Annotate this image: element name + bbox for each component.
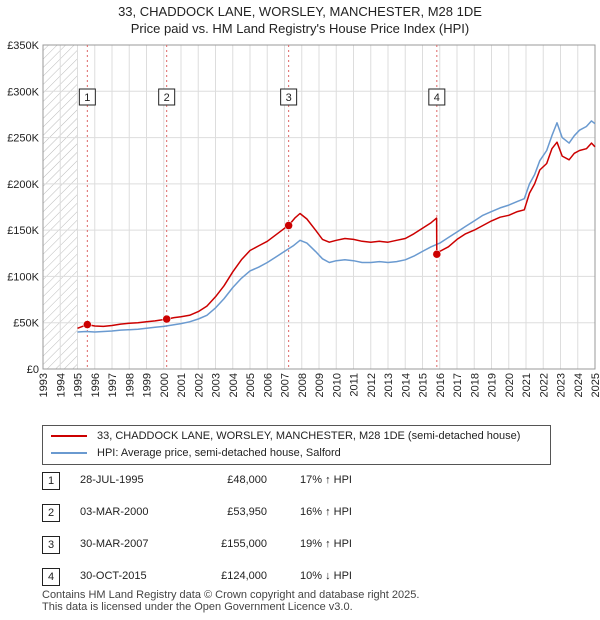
x-tick-label: 1997: [107, 373, 119, 397]
x-tick-label: 1999: [142, 373, 154, 397]
transaction-row: 4 30-OCT-2015 £124,000 10% ↓ HPI: [42, 568, 562, 588]
y-tick-label: £250K: [7, 133, 39, 145]
transaction-price: £124,000: [221, 570, 267, 582]
x-tick-label: 2012: [366, 373, 378, 397]
y-tick-label: £50K: [13, 318, 39, 330]
x-tick-label: 2020: [504, 373, 516, 397]
x-tick-label: 2006: [262, 373, 274, 397]
plot-frame: [42, 44, 596, 370]
footer-licence: This data is licensed under the Open Gov…: [42, 601, 353, 613]
event-box-1: [78, 88, 96, 106]
event-point-4: [432, 249, 442, 259]
event-box-3: [280, 88, 298, 106]
transaction-date: 30-OCT-2015: [80, 570, 147, 582]
legend-swatch-hpi: [51, 452, 87, 454]
series-line-property: [77, 141, 596, 330]
transaction-date: 28-JUL-1995: [80, 474, 144, 486]
event-box-2: [158, 88, 176, 106]
y-tick-label: £0: [27, 364, 39, 376]
x-tick-label: 2004: [228, 373, 240, 397]
transaction-number: 4: [42, 568, 60, 586]
x-tick-label: 2021: [521, 373, 533, 397]
x-tick-label: 1998: [124, 373, 136, 397]
transaction-hpi: 17% ↑ HPI: [300, 474, 352, 486]
x-tick-label: 2007: [280, 373, 292, 397]
transaction-row: 3 30-MAR-2007 £155,000 19% ↑ HPI: [42, 536, 562, 556]
footer-copyright: Contains HM Land Registry data © Crown c…: [42, 589, 420, 601]
x-tick-label: 2010: [331, 373, 343, 397]
x-tick-label: 2015: [418, 373, 430, 397]
x-tick-label: 1993: [38, 373, 50, 397]
x-tick-label: 2019: [487, 373, 499, 397]
transaction-price: £53,950: [227, 506, 267, 518]
transaction-date: 03-MAR-2000: [80, 506, 149, 518]
event-point-1: [83, 320, 92, 329]
x-tick-label: 1995: [73, 373, 85, 397]
x-tick-label: 2011: [349, 373, 361, 397]
transaction-number: 3: [42, 536, 60, 554]
x-tick-label: 2014: [400, 373, 412, 397]
y-tick-label: £300K: [7, 86, 39, 98]
x-tick-label: 2002: [193, 373, 205, 397]
x-tick-label: 2000: [159, 373, 171, 397]
legend-label-property: 33, CHADDOCK LANE, WORSLEY, MANCHESTER, …: [97, 430, 521, 442]
x-tick-label: 2003: [211, 373, 223, 397]
transaction-price: £48,000: [227, 474, 267, 486]
y-tick-label: £150K: [7, 225, 39, 237]
transaction-row: 2 03-MAR-2000 £53,950 16% ↑ HPI: [42, 504, 562, 524]
legend-swatch-property: [51, 435, 87, 437]
event-label-4: 4: [434, 92, 440, 104]
chart-subtitle: Price paid vs. HM Land Registry's House …: [130, 21, 470, 36]
x-tick-label: 2009: [314, 373, 326, 397]
x-tick-label: 1996: [90, 373, 102, 397]
x-tick-label: 1994: [55, 373, 67, 397]
transaction-number: 2: [42, 504, 60, 522]
event-label-3: 3: [286, 92, 292, 104]
transaction-row: 1 28-JUL-1995 £48,000 17% ↑ HPI: [42, 472, 562, 492]
y-tick-label: £350K: [7, 40, 39, 52]
transaction-hpi: 16% ↑ HPI: [300, 506, 352, 518]
legend: 33, CHADDOCK LANE, WORSLEY, MANCHESTER, …: [42, 425, 551, 465]
y-tick-label: £100K: [7, 271, 39, 283]
x-tick-label: 2024: [573, 373, 585, 397]
event-label-2: 2: [164, 92, 170, 104]
legend-item-property: 33, CHADDOCK LANE, WORSLEY, MANCHESTER, …: [51, 428, 520, 444]
event-point-2: [162, 314, 171, 324]
legend-item-hpi: HPI: Average price, semi-detached house,…: [51, 445, 341, 461]
legend-label-hpi: HPI: Average price, semi-detached house,…: [97, 447, 341, 459]
transaction-hpi: 10% ↓ HPI: [300, 570, 352, 582]
x-tick-label: 2018: [469, 373, 481, 397]
x-tick-label: 2023: [556, 373, 568, 397]
transaction-date: 30-MAR-2007: [80, 538, 149, 550]
x-tick-label: 2008: [297, 373, 309, 397]
y-tick-label: £200K: [7, 179, 39, 191]
x-tick-label: 2017: [452, 373, 464, 397]
event-point-3: [284, 221, 293, 230]
transaction-hpi: 19% ↑ HPI: [300, 538, 352, 550]
series-line-hpi: [77, 120, 596, 333]
transaction-number: 1: [42, 472, 60, 490]
chart-title: 33, CHADDOCK LANE, WORSLEY, MANCHESTER, …: [118, 4, 482, 19]
x-tick-label: 2001: [176, 373, 188, 397]
price-chart: £0 £50K £100K £150K £200K £250K £300K £350K 1993…: [7, 40, 600, 397]
x-tick-label: 2005: [245, 373, 257, 397]
event-box-4: [428, 88, 446, 106]
event-label-1: 1: [84, 92, 90, 104]
x-tick-label: 2013: [383, 373, 395, 397]
x-tick-label: 2022: [538, 373, 550, 397]
transaction-price: £155,000: [221, 538, 267, 550]
x-tick-label: 2025: [590, 373, 600, 397]
x-tick-label: 2016: [435, 373, 447, 397]
